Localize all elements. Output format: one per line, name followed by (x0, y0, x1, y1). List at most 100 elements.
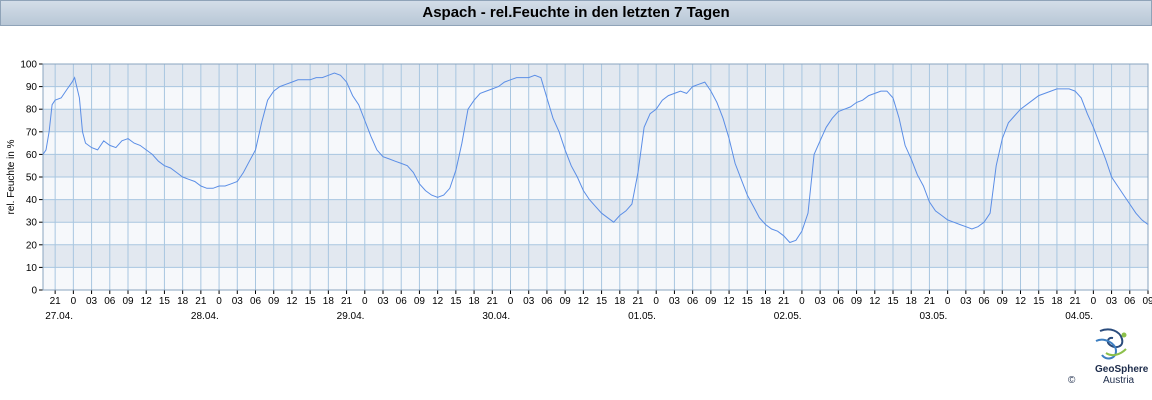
x-tick-label: 12 (724, 296, 736, 307)
x-tick-label: 0 (799, 296, 805, 307)
band (43, 109, 1148, 132)
band (43, 154, 1148, 177)
axes (42, 63, 1149, 291)
x-tick-label: 06 (104, 296, 116, 307)
x-tick-label: 21 (632, 296, 644, 307)
chart-title: Aspach - rel.Feuchte in den letzten 7 Ta… (0, 0, 1152, 26)
y-tick-labels: 0 10 20 30 40 50 60 70 80 90 100 (20, 60, 37, 297)
band (43, 131, 1148, 155)
y-tick-label: 90 (26, 82, 38, 93)
x-tick-label: 06 (833, 296, 845, 307)
date-label: 04.05. (1065, 311, 1093, 322)
x-tick-label: 15 (1033, 296, 1045, 307)
y-tick-label: 10 (26, 263, 38, 274)
band (43, 222, 1148, 245)
x-tick-label: 12 (286, 296, 298, 307)
x-tick-label: 06 (250, 296, 262, 307)
humidity-line (42, 72, 1149, 244)
x-tick-label: 03 (523, 296, 535, 307)
date-label: 03.05. (920, 311, 948, 322)
x-tick-label: 06 (396, 296, 408, 307)
y-tick-label: 100 (20, 60, 37, 71)
band (43, 86, 1148, 110)
x-tick-label: 12 (578, 296, 590, 307)
y-tick-label: 50 (26, 173, 38, 184)
x-tick-label: 03 (815, 296, 827, 307)
x-tick-label: 21 (195, 296, 207, 307)
x-tick-label: 03 (86, 296, 98, 307)
x-tick-label: 09 (414, 296, 426, 307)
date-label: 30.04. (482, 311, 510, 322)
x-tick-label: 06 (1124, 296, 1136, 307)
x-tick-label: 0 (362, 296, 368, 307)
y-tick-label: 40 (26, 195, 38, 206)
x-tick-label: 03 (1106, 296, 1118, 307)
band (43, 64, 1148, 87)
x-tick-label: 12 (141, 296, 153, 307)
logo-name: GeoSphere (1095, 364, 1149, 375)
y-tick-label: 70 (26, 127, 38, 138)
y-axis-label: rel. Feuchte in % (6, 139, 17, 214)
x-tick-label: 0 (216, 296, 222, 307)
x-tick-label: 09 (122, 296, 134, 307)
x-tick-label: 18 (906, 296, 918, 307)
x-tick-label: 09 (1142, 296, 1152, 307)
y-tick-label: 20 (26, 240, 38, 251)
x-tick-label: 09 (560, 296, 572, 307)
copyright-symbol: © (1068, 375, 1076, 386)
x-tick-label: 18 (614, 296, 626, 307)
x-tick-label: 15 (159, 296, 171, 307)
x-tick-label: 03 (960, 296, 972, 307)
x-tick-label: 18 (469, 296, 481, 307)
x-tick-label: 0 (945, 296, 951, 307)
y-tick-label: 60 (26, 150, 38, 161)
band (43, 177, 1148, 200)
x-tick-label: 09 (997, 296, 1009, 307)
x-tick-label: 0 (1091, 296, 1097, 307)
x-tick-label: 21 (487, 296, 499, 307)
x-tick-label: 21 (50, 296, 62, 307)
x-tick-label: 09 (268, 296, 280, 307)
band (43, 267, 1148, 290)
x-tick-label: 15 (887, 296, 899, 307)
x-tick-label: 06 (541, 296, 553, 307)
x-tick-label: 03 (377, 296, 389, 307)
y-tick-label: 30 (26, 218, 38, 229)
x-tick-label: 03 (232, 296, 244, 307)
plot-frame (42, 63, 1149, 291)
geosphere-logo (1086, 325, 1138, 365)
date-label: 02.05. (774, 311, 802, 322)
x-tick-label: 06 (979, 296, 991, 307)
x-tick-label: 0 (71, 296, 77, 307)
x-tick-label: 18 (323, 296, 335, 307)
x-tick-label: 03 (669, 296, 681, 307)
x-tick-label: 0 (508, 296, 514, 307)
date-labels: 27.04. 28.04. 29.04. 30.04. 01.05. 02.05. 03.0… (45, 311, 1093, 322)
band (43, 199, 1148, 223)
x-tick-label: 21 (341, 296, 353, 307)
x-tick-label: 09 (851, 296, 863, 307)
x-tick-label: 18 (177, 296, 189, 307)
x-tick-label: 21 (924, 296, 936, 307)
date-label: 27.04. (45, 311, 73, 322)
y-tick-label: 80 (26, 105, 38, 116)
x-tick-label: 15 (450, 296, 462, 307)
vertical-gridlines (54, 64, 1149, 294)
x-tick-label: 12 (869, 296, 881, 307)
x-tick-label: 15 (742, 296, 754, 307)
x-tick-label: 21 (1070, 296, 1082, 307)
x-tick-label: 18 (1051, 296, 1063, 307)
x-tick-label: 12 (1015, 296, 1027, 307)
geosphere-logo-icon (1095, 328, 1127, 360)
band (43, 244, 1148, 268)
x-tick-label: 15 (305, 296, 317, 307)
x-tick-label: 09 (705, 296, 717, 307)
x-tick-label: 18 (760, 296, 772, 307)
date-label: 29.04. (337, 311, 365, 322)
background-bands (43, 64, 1148, 290)
x-tick-label: 0 (653, 296, 659, 307)
date-label: 01.05. (628, 311, 656, 322)
y-tick-label: 0 (31, 286, 37, 297)
x-tick-label: 12 (432, 296, 444, 307)
